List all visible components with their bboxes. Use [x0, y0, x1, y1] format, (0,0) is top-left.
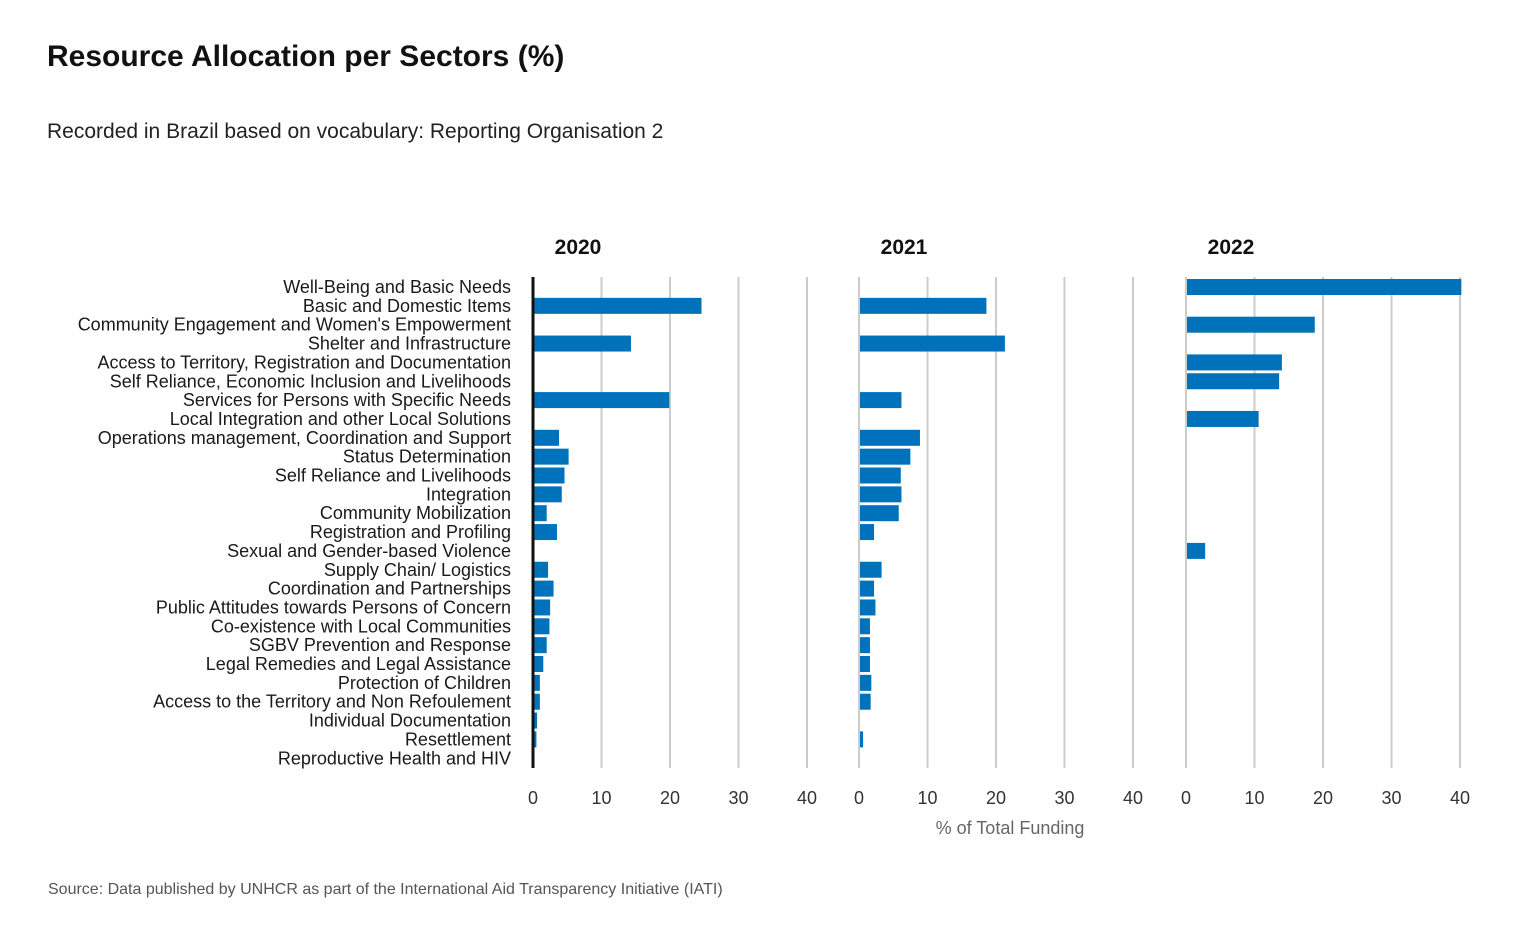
bar	[533, 524, 557, 541]
category-label: Legal Remedies and Legal Assistance	[206, 654, 511, 674]
category-label: Community Mobilization	[320, 503, 511, 523]
bar	[859, 580, 875, 597]
x-tick-label: 0	[854, 788, 864, 808]
bar	[533, 580, 554, 597]
bar	[1186, 373, 1280, 390]
category-label: Individual Documentation	[309, 711, 511, 731]
category-label: Services for Persons with Specific Needs	[183, 390, 511, 410]
bar	[533, 599, 551, 616]
bar	[859, 392, 902, 409]
category-label: Shelter and Infrastructure	[308, 334, 511, 354]
chart-title: Resource Allocation per Sectors (%)	[47, 40, 565, 73]
category-label: Sexual and Gender-based Violence	[227, 541, 511, 561]
bar	[533, 335, 631, 352]
category-label: Supply Chain/ Logistics	[324, 560, 511, 580]
category-label: Self Reliance, Economic Inclusion and Li…	[110, 371, 511, 391]
x-tick-label: 30	[1054, 788, 1074, 808]
bar	[533, 731, 537, 748]
x-tick-label: 40	[797, 788, 817, 808]
category-label: Operations management, Coordination and …	[98, 428, 511, 448]
bar	[533, 656, 544, 672]
category-label: Well-Being and Basic Needs	[283, 277, 511, 297]
category-label: Co-existence with Local Communities	[211, 616, 511, 636]
x-tick-label: 20	[1313, 788, 1333, 808]
bar	[533, 392, 670, 409]
bar	[533, 297, 702, 314]
x-tick-label: 0	[1181, 788, 1191, 808]
bar	[533, 561, 549, 578]
panel-title: 2021	[881, 236, 928, 259]
category-label: Community Engagement and Women's Empower…	[78, 315, 511, 335]
source-note: Source: Data published by UNHCR as part …	[48, 881, 723, 898]
bar	[533, 712, 538, 729]
x-tick-label: 0	[528, 788, 538, 808]
category-label: Status Determination	[343, 447, 511, 467]
bar	[859, 467, 901, 484]
bar	[533, 486, 562, 503]
chart-subtitle: Recorded in Brazil based on vocabulary: …	[47, 120, 664, 143]
x-tick-label: 10	[591, 788, 611, 808]
x-tick-label: 10	[917, 788, 937, 808]
category-label: Reproductive Health and HIV	[278, 748, 511, 768]
bar	[533, 467, 565, 484]
x-tick-label: 30	[728, 788, 748, 808]
x-tick-label: 30	[1381, 788, 1401, 808]
x-tick-label: 20	[986, 788, 1006, 808]
bar	[533, 429, 560, 446]
x-axis-label: % of Total Funding	[936, 818, 1085, 838]
x-tick-label: 40	[1450, 788, 1470, 808]
category-label: Coordination and Partnerships	[268, 579, 511, 599]
bar	[533, 618, 550, 635]
bar	[533, 693, 540, 710]
bar	[1186, 410, 1259, 427]
category-label: SGBV Prevention and Response	[249, 635, 511, 655]
category-label: Integration	[426, 484, 511, 504]
x-tick-label: 10	[1244, 788, 1264, 808]
bar	[859, 656, 870, 672]
bar	[1186, 354, 1282, 371]
bar	[533, 674, 540, 691]
bar	[859, 674, 872, 691]
gridlines	[600, 277, 1461, 768]
bar	[859, 297, 987, 314]
bar	[859, 335, 1005, 352]
bar	[859, 637, 870, 654]
bar	[859, 486, 902, 503]
bar	[859, 599, 876, 616]
bar	[859, 448, 911, 465]
bars	[533, 279, 1462, 767]
bar	[859, 693, 871, 710]
category-label: Basic and Domestic Items	[303, 296, 511, 316]
axes: 0 10 20 30 40 2020 0 10 20 30 40 2021 0 10 20 30 40 2022	[528, 236, 1470, 808]
bar	[859, 618, 870, 635]
bar	[859, 731, 864, 748]
bar	[1186, 279, 1462, 295]
bar	[859, 524, 875, 541]
bar	[533, 448, 569, 465]
x-tick-label: 40	[1123, 788, 1143, 808]
category-label: Public Attitudes towards Persons of Conc…	[156, 597, 511, 617]
bar	[533, 505, 547, 522]
category-label: Registration and Profiling	[310, 522, 511, 542]
bar	[1186, 316, 1315, 333]
panel-title: 2022	[1208, 236, 1255, 259]
x-tick-label: 20	[660, 788, 680, 808]
category-label: Access to Territory, Registration and Do…	[97, 352, 511, 372]
bar	[533, 637, 547, 654]
bar	[859, 505, 899, 522]
bar	[859, 561, 882, 578]
category-label: Resettlement	[405, 729, 511, 749]
panel-title: 2020	[555, 236, 602, 259]
category-label: Access to the Territory and Non Refoulem…	[153, 692, 511, 712]
bar	[1186, 542, 1206, 559]
category-label: Self Reliance and Livelihoods	[275, 466, 511, 486]
category-label: Local Integration and other Local Soluti…	[170, 409, 511, 429]
category-label: Protection of Children	[338, 673, 511, 693]
bar	[859, 429, 920, 446]
